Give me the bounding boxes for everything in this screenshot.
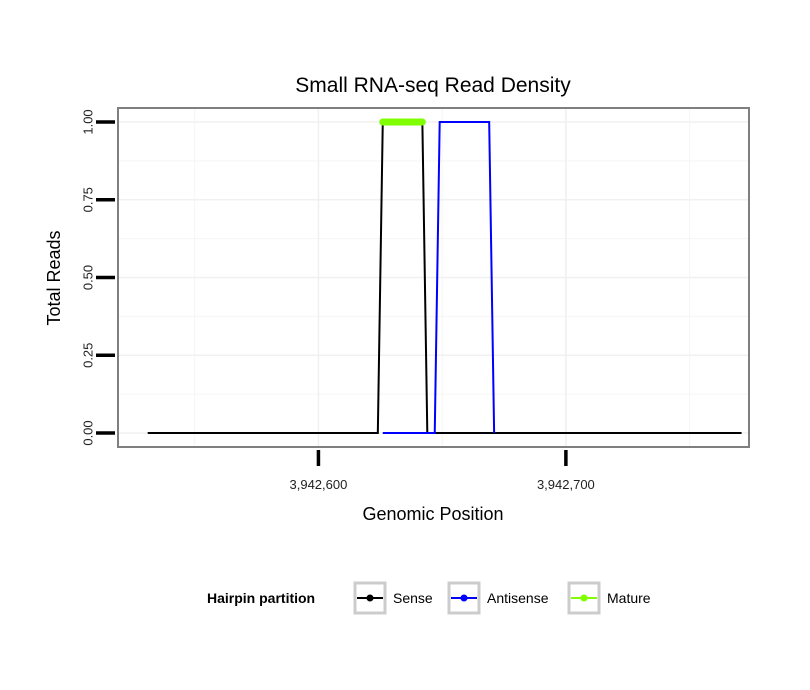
legend-key-dot-antisense bbox=[460, 594, 468, 602]
legend-key-dot-mature bbox=[580, 594, 588, 602]
x-tick-label: 3,942,700 bbox=[537, 477, 595, 492]
y-tick-label: 0.75 bbox=[81, 187, 96, 212]
plot-panel-border bbox=[117, 107, 750, 448]
legend-label-sense: Sense bbox=[393, 590, 433, 606]
y-tick-label: 0.00 bbox=[81, 420, 96, 445]
legend-label-antisense: Antisense bbox=[487, 590, 549, 606]
y-tick-label: 1.00 bbox=[81, 109, 96, 134]
y-axis-label: Total Reads bbox=[44, 230, 64, 325]
y-tick-label: 0.25 bbox=[81, 343, 96, 368]
x-axis-label: Genomic Position bbox=[362, 504, 503, 524]
chart-title: Small RNA-seq Read Density bbox=[295, 74, 571, 97]
legend: Hairpin partition Sense Antisense Mature bbox=[207, 581, 651, 615]
grid-lines bbox=[118, 108, 749, 447]
legend-title: Hairpin partition bbox=[207, 590, 315, 606]
x-tick-label: 3,942,600 bbox=[290, 477, 348, 492]
legend-label-mature: Mature bbox=[607, 590, 651, 606]
series-line-antisense bbox=[382, 121, 496, 434]
axes: 0.00 0.25 0.50 0.75 1.00 3,942,600 3,942,700 bbox=[81, 109, 595, 492]
series-layer bbox=[147, 118, 742, 434]
legend-key-dot-sense bbox=[366, 594, 374, 602]
y-tick-label: 0.50 bbox=[81, 265, 96, 290]
